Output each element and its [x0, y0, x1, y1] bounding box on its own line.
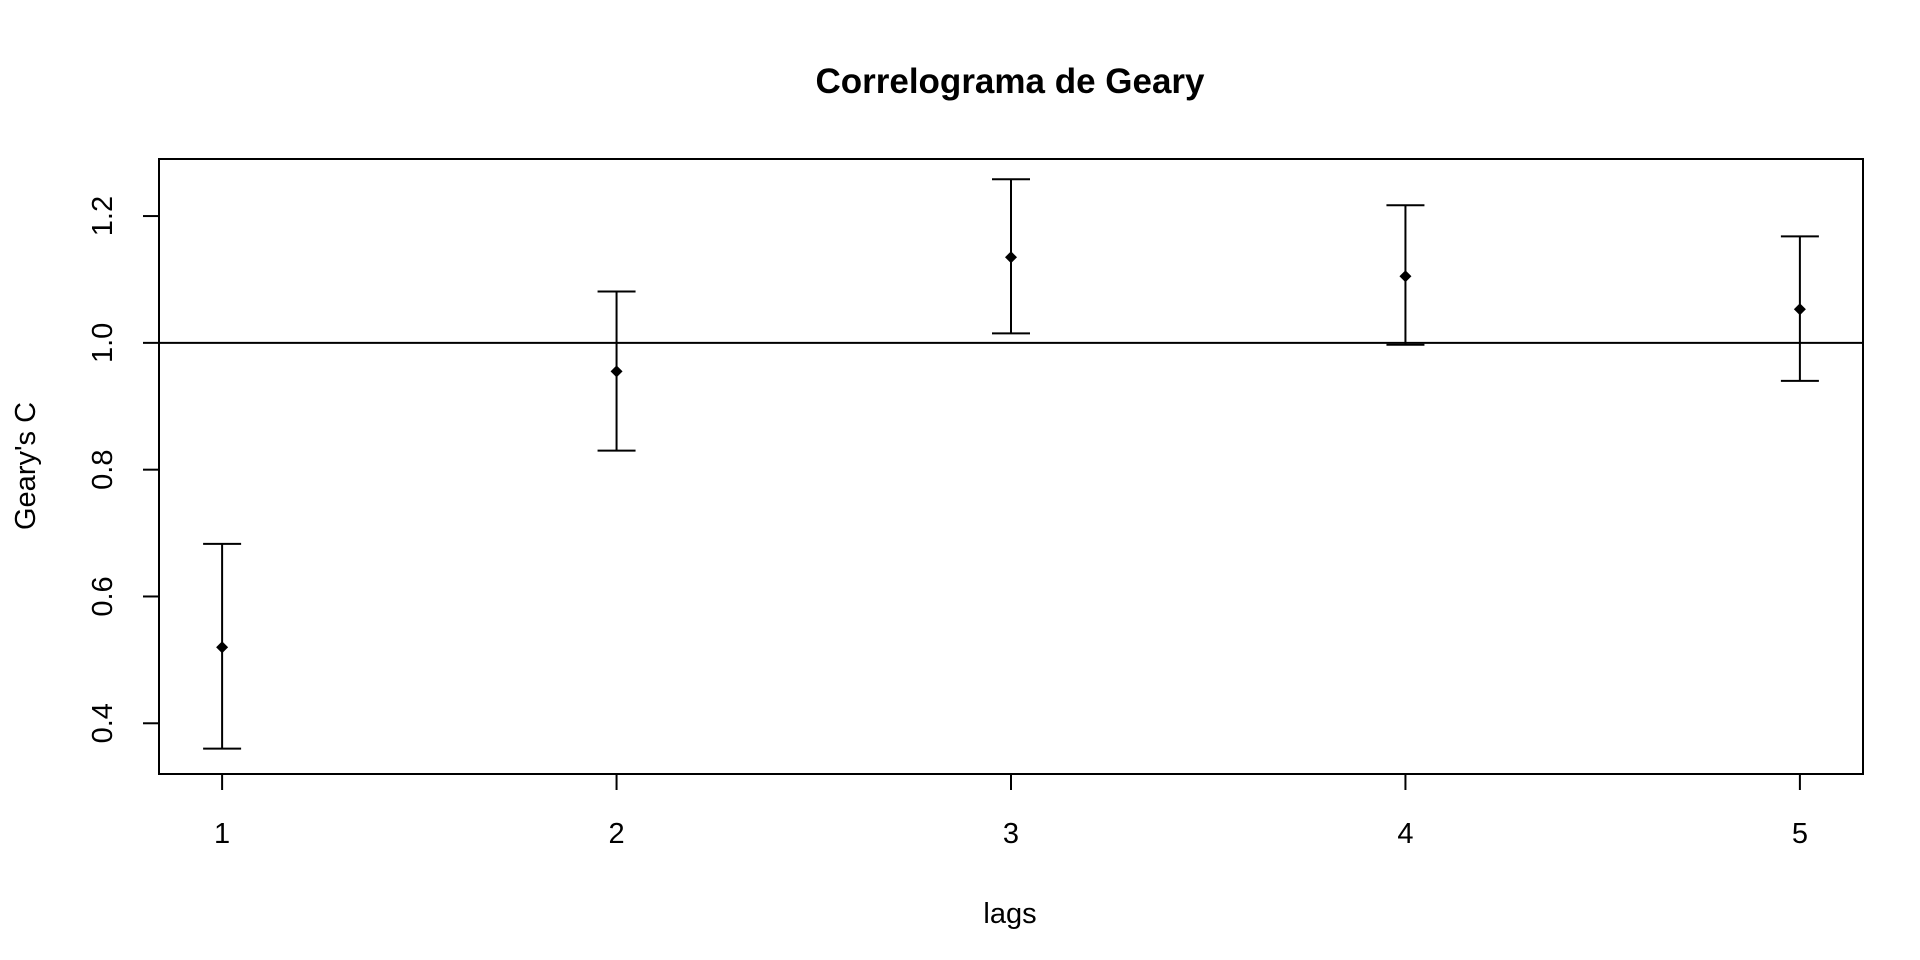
x-axis: 1 2 3 4 5	[214, 774, 1808, 850]
y-axis: 0.4 0.6 0.8 1.0 1.2	[87, 196, 159, 743]
chart-marks	[159, 178, 1863, 750]
y-tick-label-5: 1.2	[87, 196, 119, 236]
y-tick-label-1: 0.4	[87, 703, 119, 743]
data-point-2	[610, 365, 623, 378]
x-tick-label-5: 5	[1792, 818, 1808, 850]
x-axis-label: lags	[983, 898, 1036, 930]
chart-title: Correlograma de Geary	[815, 62, 1205, 101]
y-tick-label-3: 0.8	[87, 450, 119, 490]
data-point-4	[1399, 270, 1412, 283]
y-tick-label-4: 1.0	[87, 323, 119, 363]
data-point-3	[1005, 251, 1017, 264]
x-tick-label-2: 2	[608, 818, 624, 850]
y-tick-label-2: 0.6	[87, 576, 119, 616]
data-point-1	[216, 641, 229, 654]
x-tick-label-3: 3	[1003, 818, 1019, 850]
x-tick-label-1: 1	[214, 818, 230, 850]
y-axis-label: Geary's C	[10, 402, 42, 530]
data-point-5	[1793, 303, 1806, 316]
x-tick-label-4: 4	[1397, 818, 1413, 850]
